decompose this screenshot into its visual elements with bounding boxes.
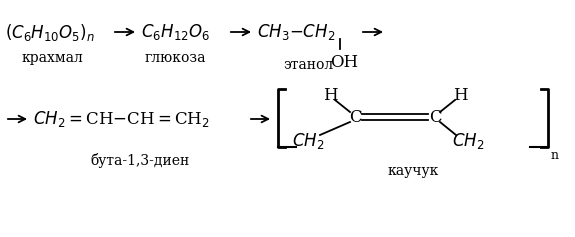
Text: глюкоза: глюкоза bbox=[144, 51, 206, 65]
Text: H: H bbox=[323, 87, 338, 104]
Text: n: n bbox=[551, 149, 559, 162]
Text: C: C bbox=[429, 109, 442, 126]
Text: $CH_2$: $CH_2$ bbox=[452, 131, 484, 151]
Text: этанол: этанол bbox=[283, 58, 333, 72]
Text: $(C_6H_{10}O_5)_n$: $(C_6H_{10}O_5)_n$ bbox=[5, 22, 95, 42]
Text: OH: OH bbox=[330, 54, 358, 71]
Text: $CH_3$$-$$CH_2$: $CH_3$$-$$CH_2$ bbox=[257, 22, 335, 42]
Text: $CH_2$$=$CH$-$CH$=$CH$_2$: $CH_2$$=$CH$-$CH$=$CH$_2$ bbox=[33, 109, 210, 129]
Text: каучук: каучук bbox=[388, 164, 439, 178]
Text: крахмал: крахмал bbox=[21, 51, 83, 65]
Text: бута-1,3-диен: бута-1,3-диен bbox=[90, 153, 190, 168]
Text: C: C bbox=[348, 109, 361, 126]
Text: H: H bbox=[453, 87, 467, 104]
Text: $CH_2$: $CH_2$ bbox=[292, 131, 324, 151]
Text: $C_6H_{12}O_6$: $C_6H_{12}O_6$ bbox=[141, 22, 210, 42]
